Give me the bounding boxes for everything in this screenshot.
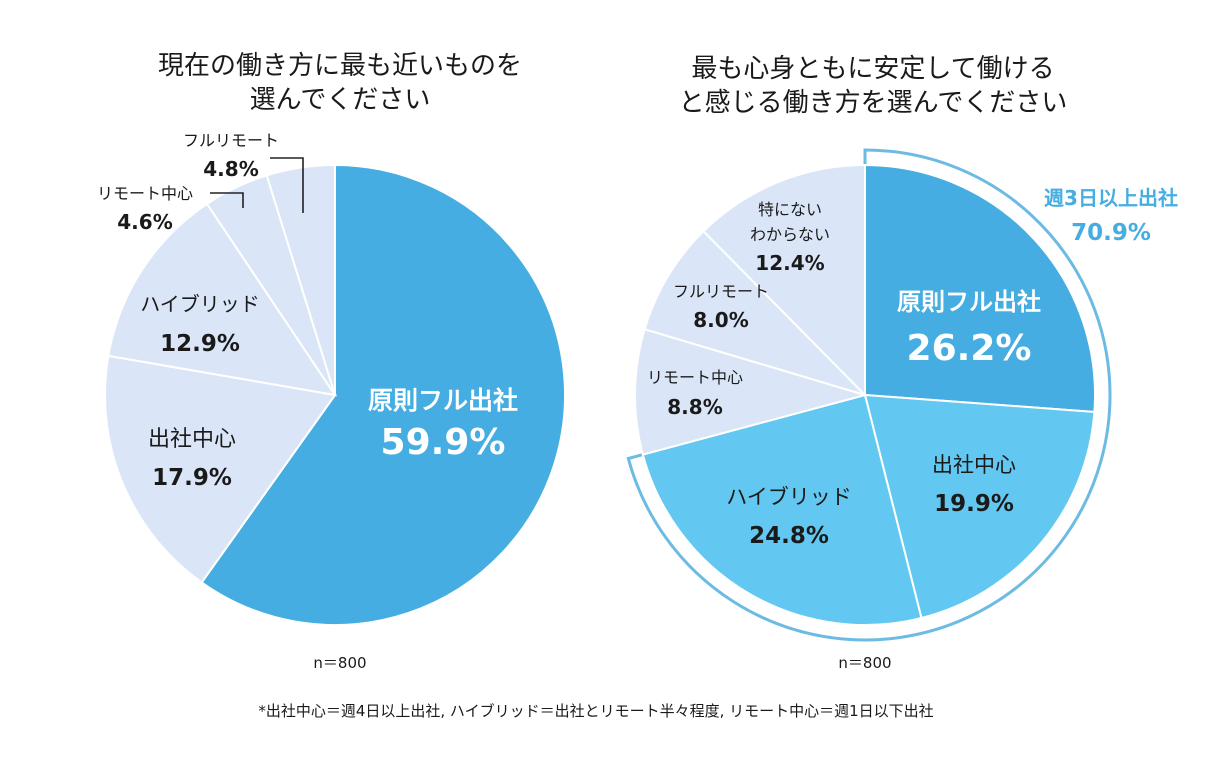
chart-left-title-line-2: 選んでください (250, 85, 431, 115)
right-label-office-centric-value: 19.9% (934, 491, 1014, 517)
left-n-label: n＝800 (313, 654, 366, 672)
left-label-full-remote-name: フルリモート (183, 131, 279, 150)
left-label-office-centric-name: 出社中心 (148, 427, 236, 452)
footnote: *出社中心＝週4日以上出社, ハイブリッド＝出社とリモート半々程度, リモート中… (258, 702, 933, 720)
pie-slice-5 (702, 163, 866, 398)
left-label-hybrid-name: ハイブリッド (140, 292, 260, 316)
right-label-hybrid-name: ハイブリッド (726, 485, 852, 509)
pie-slice-2 (641, 393, 923, 626)
right-label-unsure-name-line-1: 特にない (758, 200, 822, 219)
chart-right-title-line-1: 最も心身ともに安定して働ける (691, 54, 1054, 84)
chart-left: 現在の働き方に最も近いものを 選んでください 原則フル出社 59.9% 出社中心… (97, 51, 566, 672)
chart-left-title-line-1: 現在の働き方に最も近いものを (158, 51, 522, 81)
right-label-remote-centric-value: 8.8% (667, 395, 722, 419)
left-label-hybrid-value: 12.9% (160, 331, 240, 357)
pie-slice-1 (863, 393, 1096, 620)
right-label-full-remote-value: 8.0% (693, 308, 748, 332)
bracket-label: 週3日以上出社 (1044, 186, 1178, 210)
chart-right: 最も心身ともに安定して働ける と感じる働き方を選んでください 週3日以上出社 7… (626, 54, 1178, 672)
right-pie-slices (634, 163, 1096, 626)
left-label-full-office-name: 原則フル出社 (368, 386, 518, 415)
office-3days-bracket (626, 148, 1112, 642)
right-label-unsure-value: 12.4% (755, 251, 824, 275)
left-label-full-office-value: 59.9% (381, 422, 506, 463)
leader-line-remote-center (210, 192, 244, 208)
right-label-full-remote-name: フルリモート (673, 282, 769, 301)
pie-slice-3 (634, 327, 869, 456)
left-label-office-centric-value: 17.9% (152, 465, 232, 491)
left-pie-slices (104, 163, 566, 626)
leader-line-full-remote (270, 157, 304, 213)
right-label-remote-centric-name: リモート中心 (647, 368, 743, 387)
right-label-full-office-name: 原則フル出社 (897, 288, 1041, 316)
pie-slice-1 (104, 354, 337, 584)
bracket-value: 70.9% (1071, 220, 1151, 246)
pie-slice-4 (265, 163, 336, 396)
left-label-remote-centric-value: 4.6% (117, 210, 172, 234)
pie-slice-4 (643, 229, 866, 396)
pie-slice-0 (864, 163, 1096, 414)
pie-slice-0 (200, 163, 566, 626)
right-label-office-centric-name: 出社中心 (932, 453, 1016, 477)
right-label-full-office-value: 26.2% (907, 328, 1032, 369)
right-label-hybrid-value: 24.8% (749, 523, 829, 549)
pie-slice-2 (107, 202, 338, 397)
chart-right-title-line-2: と感じる働き方を選んでください (679, 88, 1068, 118)
left-label-remote-centric-name: リモート中心 (97, 184, 193, 203)
right-n-label: n＝800 (838, 654, 891, 672)
right-label-unsure-name-line-2: わからない (750, 225, 830, 244)
left-label-full-remote-value: 4.8% (203, 157, 258, 181)
